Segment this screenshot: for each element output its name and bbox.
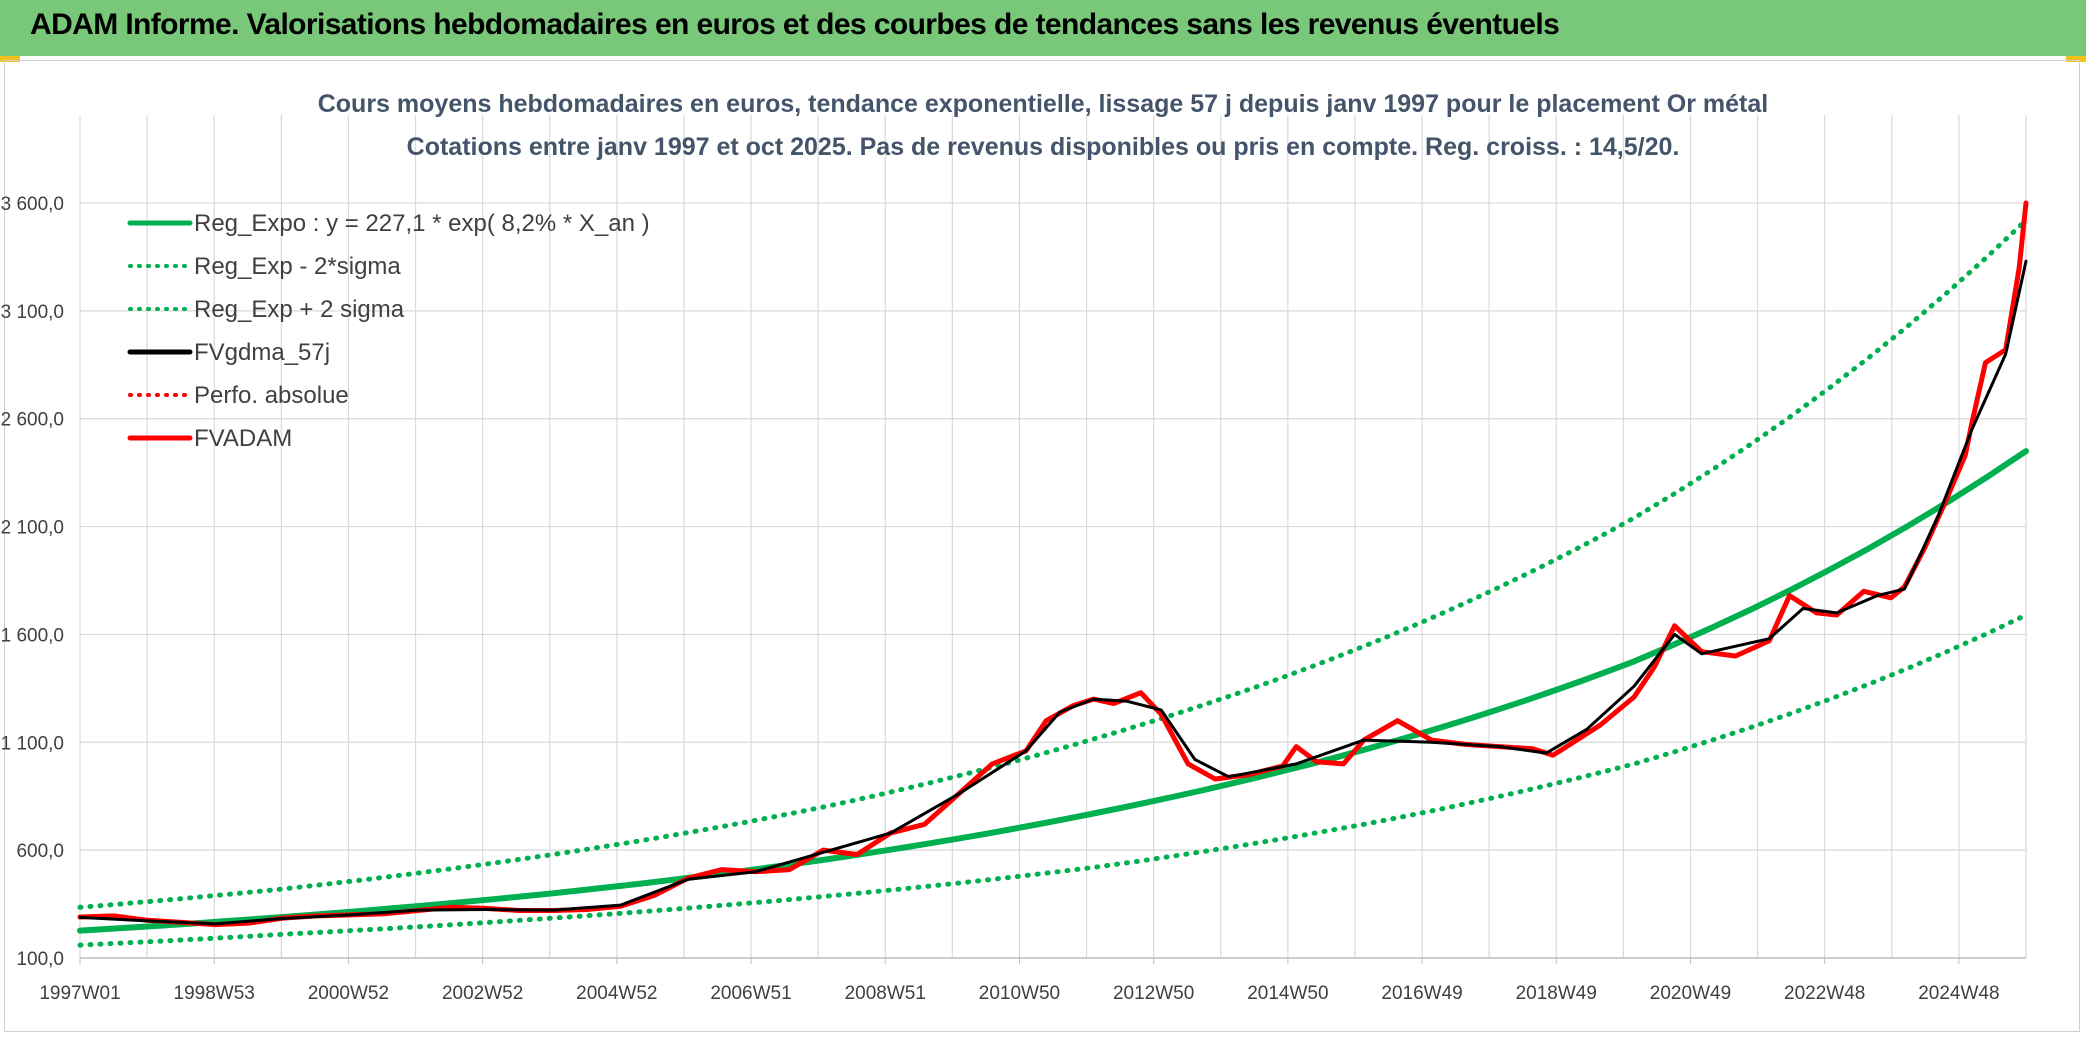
legend: Reg_Expo : y = 227,1 * exp( 8,2% * X_an …	[127, 210, 650, 452]
legend-label: FVgdma_57j	[194, 339, 330, 366]
x-tick-label: 2012W50	[1113, 983, 1194, 1004]
y-tick-label: 2 100,0	[1, 518, 64, 539]
axis-layer: 100,0 600,0 1 100,0 1 600,0 2 100,0 2 600,0 3 …	[1, 194, 2026, 1004]
title-banner: ADAM Informe. Valorisations hebdomadaire…	[0, 0, 2086, 56]
x-tick-label: 1998W53	[174, 983, 255, 1004]
x-tick-label: 2008W51	[845, 983, 926, 1004]
y-tick-label: 100,0	[16, 949, 64, 970]
y-tick-label: 1 600,0	[1, 625, 64, 646]
y-tick-label: 2 600,0	[1, 410, 64, 431]
series-line-2	[77, 217, 2029, 910]
legend-label: FVADAM	[194, 425, 292, 452]
chart-subtitle: Cotations entre janv 1997 et oct 2025. P…	[407, 133, 1680, 161]
legend-label: Reg_Exp - 2*sigma	[194, 253, 401, 280]
legend-label: Perfo. absolue	[194, 382, 349, 409]
x-tick-label: 2002W52	[442, 983, 523, 1004]
y-tick-label: 1 100,0	[1, 733, 64, 754]
corner-mark-right	[2066, 56, 2086, 62]
series-line-3	[77, 200, 2029, 928]
series-line-0	[77, 448, 2029, 934]
series-line-1	[77, 612, 2029, 948]
y-tick-label: 600,0	[16, 841, 64, 862]
x-tick-label: 2024W48	[1918, 983, 1999, 1004]
page-title: ADAM Informe. Valorisations hebdomadaire…	[30, 8, 1560, 41]
x-tick-label: 2000W52	[308, 983, 389, 1004]
y-tick-label: 3 100,0	[1, 302, 64, 323]
x-tick-label: 2016W49	[1381, 983, 1462, 1004]
x-tick-label: 2006W51	[710, 983, 791, 1004]
y-tick-label: 3 600,0	[1, 194, 64, 215]
x-tick-label: 2014W50	[1247, 983, 1328, 1004]
grid-layer	[79, 115, 2027, 959]
x-tick-label: 2004W52	[576, 983, 657, 1004]
x-tick-label: 2022W48	[1784, 983, 1865, 1004]
legend-label: Reg_Exp + 2 sigma	[194, 296, 405, 323]
x-tick-label: 2018W49	[1516, 983, 1597, 1004]
series-line-4	[78, 259, 2028, 926]
x-tick-label: 1997W01	[39, 983, 120, 1004]
x-tick-label: 2010W50	[979, 983, 1060, 1004]
chart-frame	[4, 60, 2080, 1032]
series-layer	[77, 200, 2029, 948]
corner-mark-left	[0, 56, 20, 62]
legend-label: Reg_Expo : y = 227,1 * exp( 8,2% * X_an …	[194, 210, 650, 237]
x-tick-label: 2020W49	[1650, 983, 1731, 1004]
chart-title: Cours moyens hebdomadaires en euros, ten…	[318, 90, 1769, 118]
